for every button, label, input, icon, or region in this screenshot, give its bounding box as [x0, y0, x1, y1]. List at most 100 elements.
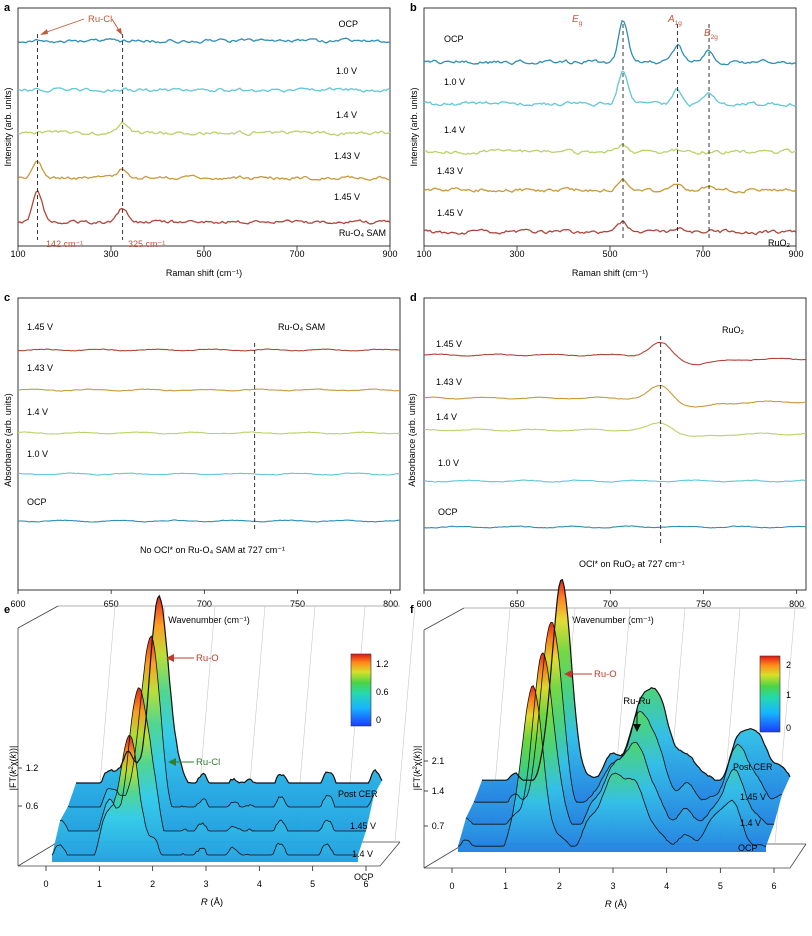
surface-curve-post-cer: [482, 578, 791, 781]
rucl-arrow-left: [43, 18, 85, 34]
panel-f-ft-exafs-ruo2: 0 1 2 3 4 5 6 0.7 1.4 2.1 |FT(k2χ(k))| R (Å) Pos…: [412, 578, 807, 910]
y-tick-label: 0.6: [26, 801, 39, 811]
x-tick-label: 500: [602, 249, 617, 259]
peak-b2g-label: B2g: [704, 28, 718, 41]
peak-b2g-main: B: [704, 28, 711, 39]
y-axis-label: |FT(k2χ(k))|: [412, 746, 422, 791]
x-tick-label: 700: [603, 599, 618, 609]
x-tick-label: 650: [104, 599, 119, 609]
label-1-45v: 1.45 V: [27, 322, 53, 332]
x-ticks: 600 650 700 750 800: [10, 590, 398, 609]
colorbar: [759, 655, 781, 733]
x-tick-label: 700: [695, 249, 710, 259]
panel-a-raman-ru-o4-sam: 100 300 500 700 900 Intensity (arb. units) R…: [3, 7, 398, 278]
series-line-1-43-v: [423, 178, 797, 194]
surface-band-ocp: [458, 685, 766, 852]
surface-curve-post-cer: [76, 594, 383, 784]
panel-label-a: a: [4, 2, 11, 14]
surface-curve-1-45-v: [473, 621, 783, 803]
rucl-label: Ru-Cl: [196, 757, 220, 768]
x-axis-label: Wavenumber (cm⁻¹): [572, 615, 653, 625]
x-ticks: 100 300 500 700 900: [416, 246, 804, 259]
x-tick-label: 4: [257, 879, 262, 889]
y-axis-label: Intensity (arb. units): [409, 87, 419, 166]
surface-band-1-4-v: [458, 652, 774, 847]
peak-b2g-sub: 2g: [711, 34, 719, 41]
y-tick-label: 2.1: [432, 756, 445, 766]
plot-frame: [17, 297, 401, 591]
series-line-1-4-v: [423, 143, 797, 156]
x-tick-label: 2: [557, 881, 562, 891]
series-line-1-0-v: [423, 70, 797, 108]
panel-label-c: c: [4, 292, 10, 304]
x-axis-label: Raman shift (cm⁻¹): [572, 268, 648, 278]
y-tick-label: 1.2: [26, 763, 39, 773]
spectra-series: [423, 19, 797, 236]
label-1-4v: 1.4 V: [27, 407, 48, 417]
panel-c-ir-ru-o4-sam: 600 650 700 750 800 Absorbance (arb. units) …: [3, 297, 401, 625]
series-line-ocp: [423, 19, 797, 66]
peak-a1g-main: A: [667, 14, 675, 25]
ruo-arrow-head: [564, 670, 572, 678]
label-1-43v: 1.43 V: [27, 363, 53, 373]
x-tick-label: 300: [509, 249, 524, 259]
peak-eg-label: Eg: [572, 14, 583, 27]
y-axis-label: |FT(k2χ(k))|: [8, 746, 18, 791]
rucl-arrow-right-head: [116, 28, 122, 35]
sample-label: RuO₂: [722, 325, 745, 335]
ruo-label: Ru-O: [196, 653, 219, 664]
surface-curve-ocp: [457, 685, 766, 847]
surface-band-1-45-v: [60, 636, 374, 831]
x-tick-label: 0: [449, 881, 454, 891]
y-ticks: 0.6 1.2: [18, 763, 38, 811]
note-label: OCl* on RuO₂ at 727 cm⁻¹: [579, 559, 685, 569]
label-1-43v: 1.43 V: [437, 166, 463, 176]
x-tick-label: 650: [510, 599, 525, 609]
series-line-1-0-v: [18, 472, 401, 476]
x-tick-label: 0: [43, 879, 48, 889]
label-1-4v: 1.4 V: [436, 412, 457, 422]
ruru-label: Ru-Ru: [623, 696, 650, 707]
surface-band-1-4-v: [52, 687, 366, 855]
post-cer-label: Post CER: [338, 789, 378, 799]
x-tick-label: 700: [197, 599, 212, 609]
x-tick-label: 500: [196, 249, 211, 259]
x-tick-label: 6: [363, 879, 368, 889]
x-ticks: 600 650 700 750 800: [416, 590, 804, 609]
spectra-series: [17, 348, 401, 523]
series-line-ocp: [17, 519, 400, 523]
series-line-1-0-v: [17, 87, 391, 94]
label-1-0v: 1.0 V: [27, 449, 48, 459]
surface-curve-1-4-v: [59, 687, 366, 832]
surface-waterfall: [51, 594, 383, 862]
plot-frame: [423, 7, 797, 247]
series-line-ocp: [17, 37, 391, 44]
label-1-0v: 1.0 V: [444, 77, 465, 87]
series-line-1-43-v: [17, 160, 391, 181]
x-tick-label: 5: [718, 881, 723, 891]
sample-label: RuO₂: [768, 238, 791, 248]
panel-d-ir-ruo2: 600 650 700 750 800 Absorbance (arb. units) …: [407, 297, 807, 625]
surface-curve-1-45-v: [67, 635, 375, 808]
label-1-0v: 1.0 V: [336, 66, 357, 76]
x-tick-label: 800: [383, 599, 398, 609]
series-line-1-0-v: [423, 479, 807, 483]
label-1-45v: 1.45 V: [350, 821, 376, 831]
panel-label-d: d: [410, 292, 417, 304]
label-1-0v: 1.0 V: [438, 458, 459, 468]
x-tick-label: 100: [10, 249, 25, 259]
spectra-series: [17, 37, 391, 225]
series-line-1-43-v: [423, 385, 806, 408]
panel-e-ft-exafs-ru-o4-sam: 0 1 2 3 4 5 6 0.6 1.2 |FT(k2χ(k))| R (Å) Post C…: [8, 594, 416, 908]
surface-curve-ocp: [51, 735, 358, 856]
note-label: No OCl* on Ru-O₄ SAM at 727 cm⁻¹: [140, 545, 285, 555]
y-ticks: 0.7 1.4 2.1: [424, 756, 444, 831]
label-1-45v: 1.45 V: [334, 192, 360, 202]
colorbar-tick-max: 2: [786, 660, 791, 670]
series-line-1-45-v: [423, 220, 797, 236]
x-tick-label: 3: [610, 881, 615, 891]
series-line-ocp: [424, 525, 807, 529]
x-tick-label: 900: [788, 249, 803, 259]
post-cer-label: Post CER: [733, 762, 773, 772]
y-tick-label: 0.7: [432, 821, 445, 831]
